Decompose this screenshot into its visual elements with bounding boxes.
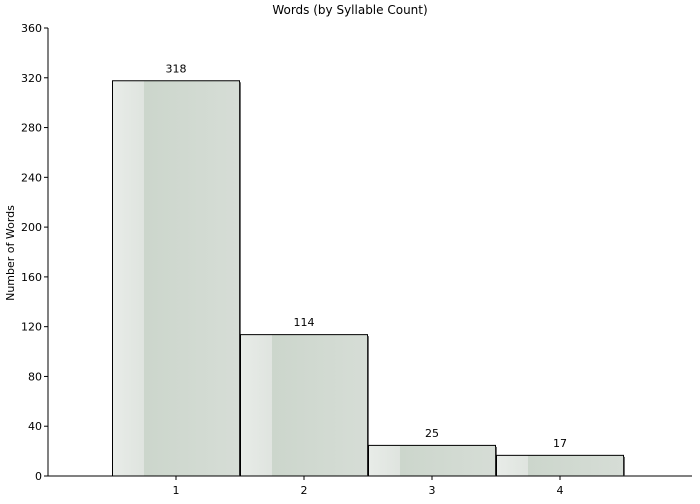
bars-group [112,80,625,477]
y-tick-label: 360 [21,22,42,35]
y-tick-label: 80 [28,370,42,383]
y-axis-label: Number of Words [4,205,17,301]
x-tick-label: 4 [557,484,564,497]
x-tick-label: 1 [173,484,180,497]
bar-4 [496,454,624,477]
y-tick-label: 120 [21,321,42,334]
data-label: 17 [553,437,567,450]
bar-2 [240,334,368,477]
y-tick-label: 280 [21,122,42,135]
y-tick-label: 320 [21,72,42,85]
data-label: 114 [294,316,315,329]
data-label: 318 [166,62,187,75]
bar-1 [112,80,240,477]
chart-title: Words (by Syllable Count) [272,3,427,17]
x-tick-label: 3 [429,484,436,497]
y-tick-label: 200 [21,221,42,234]
y-tick-label: 240 [21,171,42,184]
y-tick-label: 160 [21,271,42,284]
bar-3 [368,444,496,477]
y-tick-label: 0 [35,470,42,483]
x-tick-label: 2 [301,484,308,497]
data-label: 25 [425,427,439,440]
y-tick-label: 40 [28,420,42,433]
x-axis-ticks: 1 2 3 4 [173,476,564,497]
data-labels-group: 318 114 25 17 [166,62,568,450]
y-axis-ticks: 0 40 80 120 160 200 240 280 320 360 [21,22,48,483]
